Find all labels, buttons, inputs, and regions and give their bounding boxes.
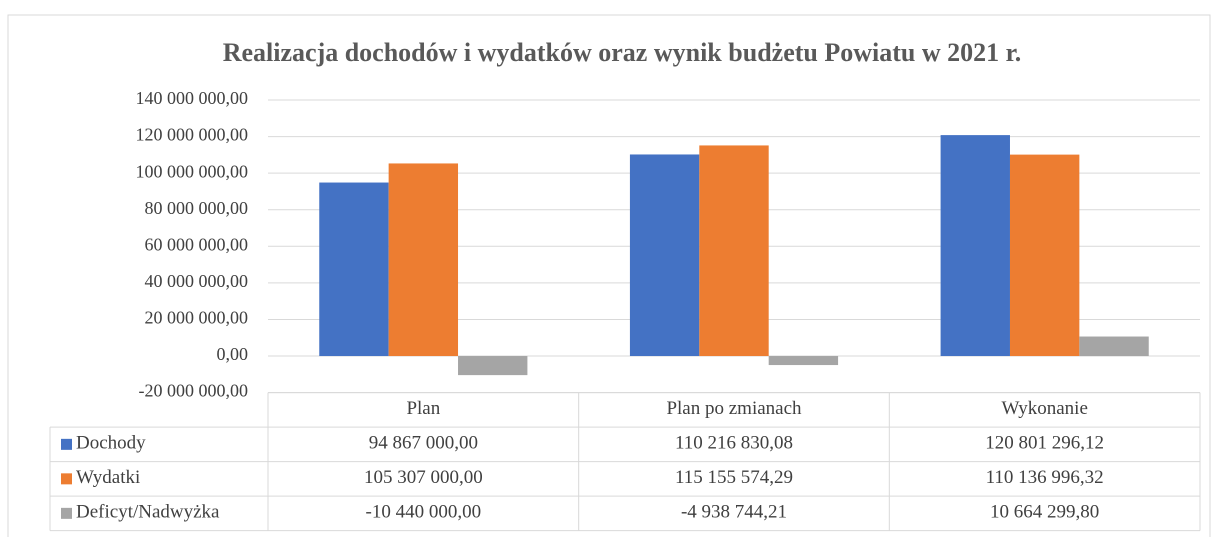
y-tick-label: 80 000 000,00 bbox=[145, 198, 249, 218]
y-tick-label: 20 000 000,00 bbox=[145, 308, 249, 328]
y-tick-label: 140 000 000,00 bbox=[136, 88, 249, 108]
bar bbox=[629, 154, 700, 357]
y-tick-label: 0,00 bbox=[217, 344, 249, 364]
bar bbox=[458, 356, 528, 376]
bar bbox=[1079, 336, 1149, 357]
legend-swatch bbox=[61, 507, 72, 519]
legend-label: Dochody bbox=[76, 433, 146, 454]
bar bbox=[940, 135, 1010, 357]
table-value: 110 216 830,08 bbox=[675, 433, 793, 454]
legend-swatch bbox=[61, 473, 72, 485]
table-value: 105 307 000,00 bbox=[364, 467, 483, 488]
table-value: 120 801 296,12 bbox=[985, 433, 1104, 454]
bar bbox=[388, 163, 459, 357]
table-value: 115 155 574,29 bbox=[675, 467, 793, 488]
y-tick-label: 100 000 000,00 bbox=[136, 161, 249, 181]
table-value: -4 938 744,21 bbox=[681, 502, 787, 523]
bar bbox=[319, 182, 389, 357]
legend-label: Wydatki bbox=[76, 467, 140, 488]
legend-label: Deficyt/Nadwyżka bbox=[76, 502, 220, 523]
legend-swatch bbox=[61, 438, 72, 450]
y-tick-label: 60 000 000,00 bbox=[145, 234, 249, 254]
table-value: 10 664 299,80 bbox=[990, 502, 1099, 523]
bar bbox=[1009, 154, 1080, 357]
table-value: 94 867 000,00 bbox=[369, 433, 478, 454]
y-tick-label: -20 000 000,00 bbox=[139, 381, 249, 401]
y-tick-label: 120 000 000,00 bbox=[136, 125, 249, 145]
chart-title: Realizacja dochodów i wydatków oraz wyni… bbox=[223, 38, 1022, 67]
bar bbox=[768, 356, 839, 366]
table-value: 110 136 996,32 bbox=[986, 467, 1104, 488]
x-tick-label: Plan bbox=[406, 398, 440, 419]
x-tick-label: Plan po zmianach bbox=[666, 398, 802, 419]
bar bbox=[699, 145, 769, 357]
y-tick-label: 40 000 000,00 bbox=[145, 271, 249, 291]
x-tick-label: Wykonanie bbox=[1001, 398, 1087, 419]
table-value: -10 440 000,00 bbox=[366, 502, 482, 523]
